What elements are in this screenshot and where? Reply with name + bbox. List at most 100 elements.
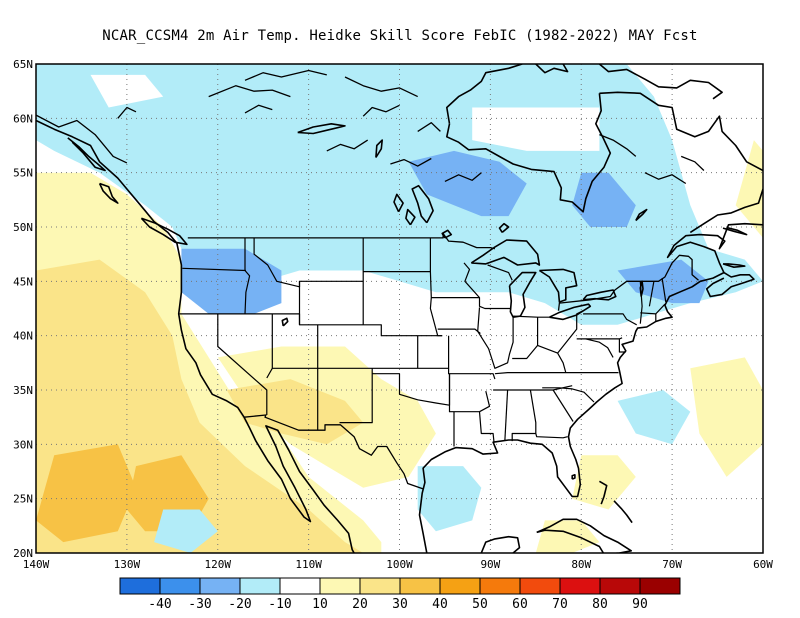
skill-region xyxy=(690,357,763,477)
colorbar-label: -40 xyxy=(148,597,171,612)
state-line xyxy=(537,344,567,373)
colorbar-swatch xyxy=(119,577,161,595)
lat-tick-label: 35N xyxy=(13,384,33,397)
coastline-southampton xyxy=(535,64,569,74)
lon-tick-label: 70W xyxy=(662,558,682,571)
state-line xyxy=(487,264,513,281)
skill-region xyxy=(36,444,136,543)
lat-tick-label: 55N xyxy=(13,167,33,180)
colorbar-swatch xyxy=(599,577,641,595)
state-line xyxy=(661,278,667,303)
coastline-yucatan xyxy=(480,535,521,553)
colorbar-swatch xyxy=(399,577,441,595)
state-line xyxy=(552,389,574,422)
skill-region xyxy=(572,455,636,510)
state-line xyxy=(542,387,595,403)
colorbar: -40 -30 -20 -10 10 20 30 40 50 60 70 80 90 xyxy=(119,577,681,612)
lat-tick-label: 60N xyxy=(13,112,33,125)
colorbar-label: 30 xyxy=(392,597,408,612)
canada-lakes-2 xyxy=(244,69,327,81)
coastline-alaska-panhandle-islands xyxy=(67,137,106,172)
skill-region xyxy=(617,390,691,445)
coastline-anticosti xyxy=(722,226,748,236)
colorbar-swatch xyxy=(439,577,481,595)
lake-winnipegosis xyxy=(393,193,404,213)
skill-region xyxy=(226,379,364,445)
state-line xyxy=(479,390,491,413)
lake-nipigon xyxy=(498,222,510,234)
state-line xyxy=(339,368,373,424)
skill-region xyxy=(408,150,527,217)
lake-okeechobee xyxy=(571,474,576,480)
colorbar-swatch xyxy=(559,577,601,595)
colorbar-label: 40 xyxy=(432,597,448,612)
coastline-west xyxy=(36,119,355,553)
colorbar-swatch xyxy=(279,577,321,595)
coastline-labrador xyxy=(689,188,763,234)
lat-tick-label: 40N xyxy=(13,330,33,343)
lake-michigan xyxy=(508,271,537,318)
map-panel xyxy=(35,63,764,554)
state-line xyxy=(583,313,637,326)
lon-tick-label: 90W xyxy=(480,558,500,571)
colorbar-swatch xyxy=(319,577,361,595)
lon-tick-label: 140W xyxy=(23,558,50,571)
canada-lakes-12 xyxy=(244,104,273,114)
state-line xyxy=(494,372,619,375)
lon-tick-label: 100W xyxy=(386,558,413,571)
lake-winnipeg xyxy=(411,184,434,224)
border-us-mexico xyxy=(244,414,424,490)
colorbar-swatch xyxy=(479,577,521,595)
coastlines-and-borders xyxy=(36,64,763,553)
coastline-bahamas-east xyxy=(613,500,633,524)
latitude-tick-labels: 65N 60N 55N 50N 45N 40N 35N 30N 25N 20N xyxy=(13,58,33,560)
lake-erie xyxy=(549,303,592,321)
skill-region xyxy=(535,520,600,553)
canada-lakes-6 xyxy=(326,139,369,152)
lon-tick-label: 120W xyxy=(205,558,232,571)
canada-lakes-13 xyxy=(117,106,137,119)
canada-lakes-1 xyxy=(208,85,291,98)
state-line xyxy=(639,281,643,324)
lat-tick-label: 20N xyxy=(13,547,33,560)
skill-region xyxy=(154,509,218,553)
colorbar-label: -10 xyxy=(268,597,291,612)
state-line xyxy=(182,267,246,272)
state-line xyxy=(512,317,539,360)
coastline-haida-gwaii xyxy=(98,182,119,204)
state-line xyxy=(448,373,495,443)
state-line xyxy=(477,307,514,369)
lat-tick-label: 30N xyxy=(13,438,33,451)
state-line xyxy=(179,237,251,315)
lake-athabasca xyxy=(297,123,346,135)
border-us-canada xyxy=(187,232,496,250)
coastline-gulf xyxy=(418,271,755,553)
colorbar-swatch xyxy=(519,577,561,595)
lat-tick-label: 45N xyxy=(13,275,33,288)
colorbar-label: 50 xyxy=(472,597,488,612)
skill-region xyxy=(735,140,763,238)
colorbar-label: -20 xyxy=(228,597,251,612)
state-line xyxy=(504,389,509,441)
coastline-hudson-bay xyxy=(446,93,612,213)
lat-tick-label: 25N xyxy=(13,493,33,506)
colorbar-label: 60 xyxy=(512,597,528,612)
colorbar-label: -30 xyxy=(188,597,211,612)
lon-tick-label: 60W xyxy=(753,558,773,571)
state-line xyxy=(648,281,655,307)
state-line xyxy=(557,310,584,354)
state-line xyxy=(429,237,443,337)
coastline-cuba xyxy=(536,518,632,553)
no-data-region xyxy=(472,107,600,151)
coastline-bahamas xyxy=(598,480,608,505)
coastline-hudson-bay-west xyxy=(446,64,523,124)
map-title: NCAR_CCSM4 2m Air Temp. Heidke Skill Sco… xyxy=(102,28,698,44)
coastline-vancouver-island xyxy=(140,217,188,246)
state-line xyxy=(463,262,511,310)
border-alaska xyxy=(36,114,128,164)
state-line xyxy=(448,335,496,380)
canada-lakes-8 xyxy=(444,172,482,182)
colorbar-swatch xyxy=(199,577,241,595)
lat-tick-label: 50N xyxy=(13,221,33,234)
